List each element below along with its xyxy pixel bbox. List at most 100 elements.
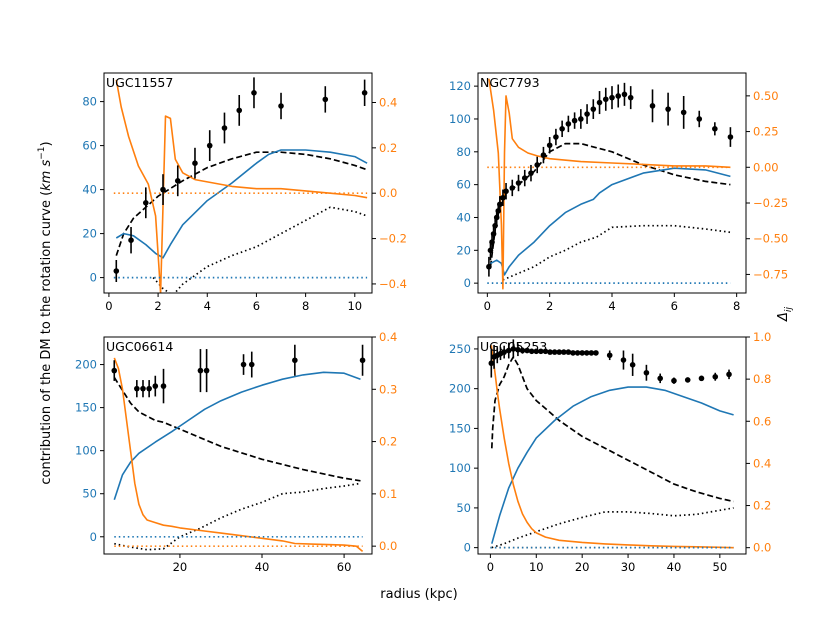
observed-point [146, 385, 152, 392]
observed-point [503, 188, 509, 195]
observed-point [534, 162, 541, 168]
y2-tick-label: −0.2 [379, 232, 407, 246]
observed-point [510, 346, 517, 352]
observed-point [547, 349, 553, 355]
panel-ugc11557: 0 2 4 6 8 10 0 20 40 60 80 −0.4 −0.2 0.0 0.2 0.4 UGC1155… [82, 72, 407, 313]
observed-point [565, 121, 572, 127]
right-axis-label-symbol: Δ [776, 312, 791, 322]
panel-title: UGC11557 [106, 75, 173, 90]
y-tick-label: 150 [449, 421, 471, 435]
x-tick-label: 2 [154, 299, 161, 313]
y2-tick-label: 0.00 [753, 160, 779, 174]
panel-ugc06614: 20 40 60 0 50 100 150 200 0.0 0.1 0.2 0.3 0.4 UGC0661… [75, 330, 397, 574]
y2-tick-label: 0.4 [753, 456, 771, 470]
series-baryons-line [491, 507, 734, 549]
y-tick-label: 120 [449, 79, 471, 93]
y2-tick-label: 1.0 [753, 330, 771, 344]
y-tick-label: 150 [75, 401, 97, 415]
y-tick-label: 0 [464, 276, 471, 290]
observed-point [593, 350, 599, 356]
y2-tick-label: 0.2 [379, 435, 397, 449]
observed-point [174, 178, 181, 184]
series-baryons-line [152, 206, 368, 293]
panel-title: NGC7793 [480, 75, 540, 90]
observed-point [221, 125, 228, 131]
y-tick-label: 40 [82, 183, 97, 197]
observed-point [486, 263, 492, 270]
observed-point [712, 373, 719, 380]
observed-point [584, 111, 590, 117]
global-ylabel-text: contribution of the DM to the rotation c… [39, 191, 54, 485]
y2-tick-label: 0.25 [753, 125, 779, 139]
observed-point [665, 106, 671, 112]
global-ylabel: contribution of the DM to the rotation c… [37, 141, 54, 484]
global-xlabel: radius (kpc) [380, 587, 457, 602]
panel-title: UGC05253 [480, 339, 547, 354]
y2-tick-label: 0.50 [753, 89, 779, 103]
observed-point [509, 185, 516, 191]
series-delta-line [488, 78, 731, 290]
observed-point [621, 91, 628, 98]
series-model-line [490, 356, 734, 503]
y-tick-label: 100 [449, 461, 471, 475]
y-tick-label: 20 [82, 227, 97, 241]
y2-tick-label: 0.0 [379, 539, 397, 553]
observed-point [251, 90, 257, 96]
observed-point [540, 152, 547, 158]
y-tick-label: 100 [75, 444, 97, 458]
global-ylabel-close: ) [39, 141, 54, 146]
observed-point [538, 348, 544, 355]
observed-point [553, 134, 559, 140]
observed-point [533, 348, 540, 355]
plot-area [113, 77, 368, 293]
y2-tick-label: 0.1 [379, 487, 397, 501]
y2-tick-label: 0.0 [753, 541, 771, 555]
observed-point [627, 94, 634, 101]
observed-point [521, 175, 528, 181]
observed-point [602, 96, 609, 103]
observed-point [556, 349, 563, 355]
observed-point [192, 160, 198, 166]
observed-point [561, 349, 567, 355]
observed-point [671, 377, 677, 384]
panel-ngc7793: 0 2 4 6 8020406080100120−0.75−0.50−0.250.000… [449, 72, 788, 313]
observed-point [292, 357, 298, 364]
x-tick-label: 20 [173, 560, 188, 574]
observed-point [684, 377, 691, 383]
observed-point [203, 367, 210, 374]
y-tick-label: 80 [456, 145, 471, 159]
x-tick-label: 50 [713, 560, 728, 574]
series-delta-line [490, 345, 734, 549]
observed-point [629, 362, 636, 368]
observed-point [696, 116, 703, 122]
observed-point [524, 347, 530, 354]
observed-point [505, 347, 512, 354]
observed-point [726, 371, 732, 378]
series-model-line [113, 377, 361, 482]
observed-point [322, 96, 329, 103]
y-tick-label: 0 [464, 541, 471, 555]
axes-frame [477, 336, 747, 555]
series-dark-matter-line [490, 167, 731, 276]
observed-point [609, 94, 615, 101]
x-tick-label: 60 [337, 560, 352, 574]
observed-point [500, 194, 506, 201]
y2-tick-label: −0.4 [379, 277, 407, 291]
panel-ugc05253: 0 10 20 30 40 50 0 50 100 150 200 250 0.0 0.2 0.4 0.6 0.… [449, 330, 771, 574]
observed-point [727, 134, 734, 140]
observed-point [551, 349, 558, 355]
observed-point [134, 385, 140, 392]
x-tick-label: 0 [484, 299, 491, 313]
observed-point [206, 142, 213, 149]
x-tick-label: 6 [253, 299, 260, 313]
observed-point [113, 268, 120, 274]
x-tick-label: 10 [347, 299, 362, 313]
series-dark-matter-line [491, 386, 734, 544]
observed-point [588, 350, 595, 356]
y2-tick-label: 0.4 [379, 330, 397, 344]
observed-point [590, 106, 597, 112]
observed-point [680, 109, 687, 116]
observed-point [278, 103, 284, 109]
observed-point [236, 107, 243, 114]
observed-point [579, 350, 585, 356]
